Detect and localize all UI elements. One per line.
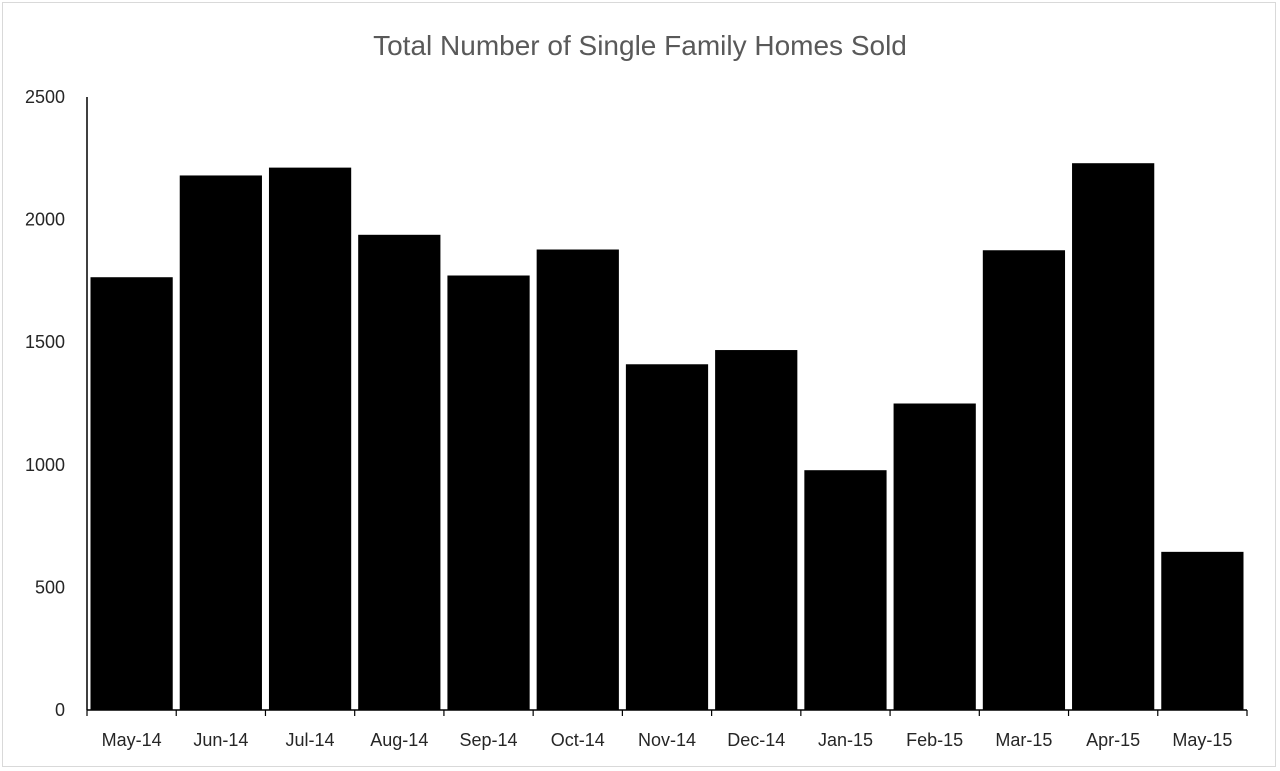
x-tick-label: Aug-14 [370, 730, 428, 750]
x-tick-label: Jan-15 [818, 730, 873, 750]
bar-chart: Total Number of Single Family Homes Sold… [25, 30, 1248, 750]
y-tick-label: 1500 [25, 332, 65, 352]
y-axis-ticks: 0 500 1000 1500 2000 2500 [25, 87, 65, 720]
bar [536, 249, 619, 710]
x-tick-label: Nov-14 [638, 730, 696, 750]
x-tick-label: Dec-14 [727, 730, 785, 750]
x-tick-label: May-15 [1172, 730, 1232, 750]
x-tick-label: Apr-15 [1086, 730, 1140, 750]
bar [893, 403, 976, 710]
y-tick-label: 1000 [25, 455, 65, 475]
x-tick-label: Jul-14 [286, 730, 335, 750]
bar [268, 167, 352, 710]
bar [358, 234, 441, 710]
x-tick-label: Feb-15 [906, 730, 963, 750]
bar [90, 277, 173, 710]
bar [715, 350, 798, 710]
x-axis-ticks: May-14 Jun-14 Jul-14 Aug-14 Sep-14 Oct-14 Nov-… [86, 710, 1248, 750]
y-tick-label: 2000 [25, 210, 65, 230]
y-tick-label: 500 [35, 577, 65, 597]
bar [447, 275, 530, 710]
bar [804, 470, 887, 710]
x-tick-label: Mar-15 [995, 730, 1052, 750]
x-tick-label: May-14 [102, 730, 162, 750]
bar [1072, 163, 1155, 711]
bars [90, 163, 1244, 711]
y-tick-label: 0 [55, 700, 65, 720]
chart-title: Total Number of Single Family Homes Sold [373, 30, 907, 61]
bar [179, 175, 262, 711]
bar [625, 364, 709, 710]
x-tick-label: Sep-14 [460, 730, 518, 750]
x-tick-label: Jun-14 [193, 730, 248, 750]
y-tick-label: 2500 [25, 87, 65, 107]
bar [982, 250, 1066, 710]
x-tick-label: Oct-14 [551, 730, 605, 750]
bar [1161, 551, 1244, 710]
